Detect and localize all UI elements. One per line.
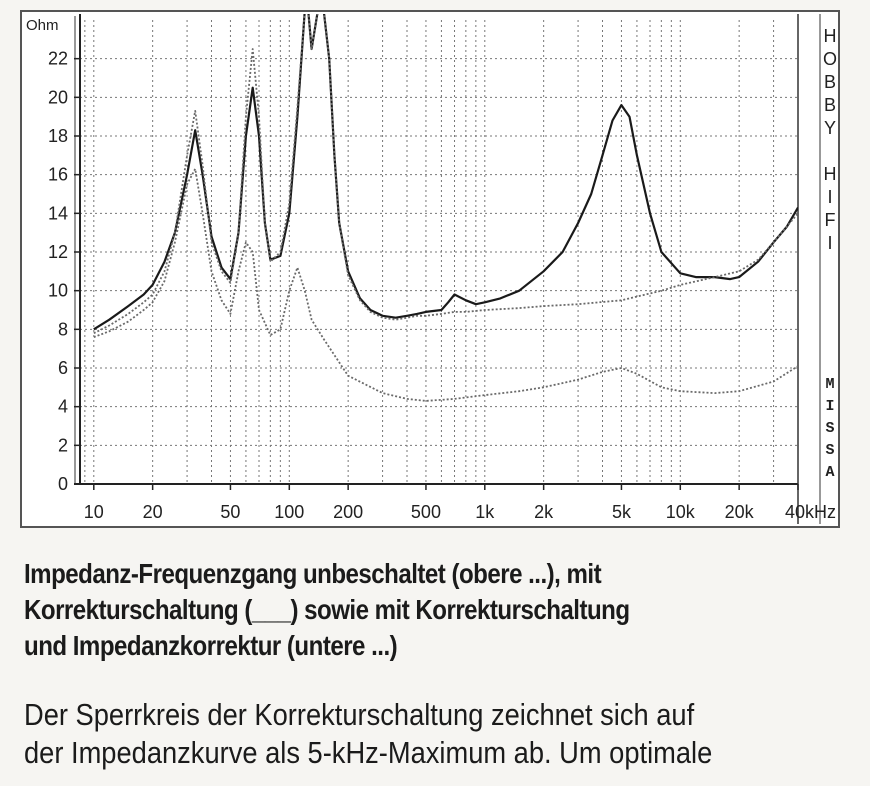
side-label-letter: B bbox=[824, 95, 836, 115]
x-tick-label: 40kHz bbox=[785, 502, 836, 522]
x-tick-label: 20k bbox=[725, 502, 755, 522]
side-label-letter: S bbox=[825, 442, 834, 459]
side-label-letter: H bbox=[824, 26, 837, 46]
y-tick-label: 4 bbox=[58, 397, 68, 417]
x-tick-label: 10k bbox=[666, 502, 696, 522]
side-label-letter: F bbox=[825, 210, 836, 230]
y-tick-label: 8 bbox=[58, 319, 68, 339]
caption-body-line: Der Sperrkreis der Korrekturschaltung ze… bbox=[24, 697, 695, 732]
side-label-letter: B bbox=[824, 72, 836, 92]
y-tick-label: 6 bbox=[58, 358, 68, 378]
side-label-letter: H bbox=[824, 164, 837, 184]
caption-body-line: der Impedanzkurve als 5-kHz-Maximum ab. … bbox=[24, 735, 713, 770]
caption-title-line: Impedanz-Frequenzgang unbeschaltet (ober… bbox=[24, 558, 602, 589]
y-tick-label: 20 bbox=[48, 87, 68, 107]
chart-svg: 0 2 4 6 8 10 12 14 16 18 20 22 Ohm 10 20 50 100 200 500 1k 2… bbox=[20, 10, 840, 528]
x-tick-label: 5k bbox=[612, 502, 632, 522]
side-label-letter: M bbox=[825, 376, 834, 393]
series-line-dotted bbox=[93, 167, 798, 402]
y-tick-label: 16 bbox=[48, 165, 68, 185]
y-axis-label: Ohm bbox=[26, 17, 59, 34]
x-tick-label: 200 bbox=[333, 502, 363, 522]
series-line-dotted bbox=[93, 14, 798, 335]
series-line-solid bbox=[93, 14, 798, 331]
y-tick-label: 14 bbox=[48, 203, 68, 223]
y-tick-label: 18 bbox=[48, 126, 68, 146]
x-tick-label: 100 bbox=[274, 502, 304, 522]
y-tick-label: 10 bbox=[48, 281, 68, 301]
side-label-letter: S bbox=[825, 420, 834, 437]
x-tick-label: 2k bbox=[534, 502, 554, 522]
x-tick-label: 10 bbox=[84, 502, 104, 522]
side-label-letter: O bbox=[823, 49, 837, 69]
caption-title-line: Korrekturschaltung (___) sowie mit Korre… bbox=[24, 594, 630, 625]
x-tick-label: 20 bbox=[143, 502, 163, 522]
y-tick-label: 22 bbox=[48, 49, 68, 69]
chart-frame bbox=[20, 10, 840, 528]
y-tick-label: 2 bbox=[58, 435, 68, 455]
side-label-letter: I bbox=[827, 233, 832, 253]
caption-title-line: und Impedanzkorrektur (untere ...) bbox=[24, 630, 398, 661]
y-tick-label: 0 bbox=[58, 474, 68, 494]
x-tick-label: 500 bbox=[411, 502, 441, 522]
y-tick-label: 12 bbox=[48, 242, 68, 262]
side-label-letter: I bbox=[827, 187, 832, 207]
side-label-letter: Y bbox=[824, 118, 836, 138]
caption-body: Der Sperrkreis der Korrekturschaltung ze… bbox=[24, 696, 869, 786]
caption-title: Impedanz-Frequenzgang unbeschaltet (ober… bbox=[24, 556, 850, 664]
x-tick-label: 50 bbox=[220, 502, 240, 522]
x-tick-label: 1k bbox=[475, 502, 495, 522]
side-label-letter: A bbox=[825, 464, 834, 481]
side-label-letter: I bbox=[825, 398, 834, 415]
impedance-chart: 0 2 4 6 8 10 12 14 16 18 20 22 Ohm 10 20 50 100 200 500 1k 2… bbox=[20, 10, 840, 528]
